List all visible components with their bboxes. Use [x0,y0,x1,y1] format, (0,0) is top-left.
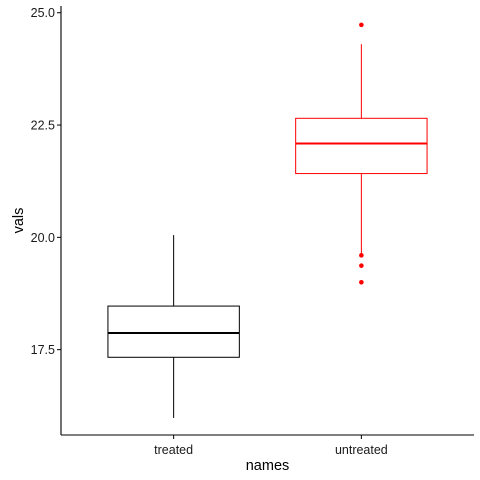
box-treated [107,235,240,418]
interquartile-box [295,117,428,175]
box-untreated [295,22,428,285]
outlier-point [359,263,364,268]
outlier-point [359,253,364,258]
x-tick-label: untreated [335,443,388,457]
y-axis-ticks: 17.5 20.0 22.5 25.0 [31,6,61,357]
y-tick-label: 17.5 [31,343,55,357]
y-tick-label: 22.5 [31,119,55,133]
x-axis-title: names [246,458,290,474]
interquartile-box [107,305,240,358]
x-tick-label: treated [154,443,193,457]
y-tick-label: 25.0 [31,6,55,20]
outlier-point [359,279,364,285]
plot-area [107,22,428,418]
y-axis-title: vals [11,208,27,234]
outlier-point [359,22,364,28]
x-axis-ticks: treated untreated [154,435,388,457]
y-tick-label: 20.0 [31,231,55,245]
